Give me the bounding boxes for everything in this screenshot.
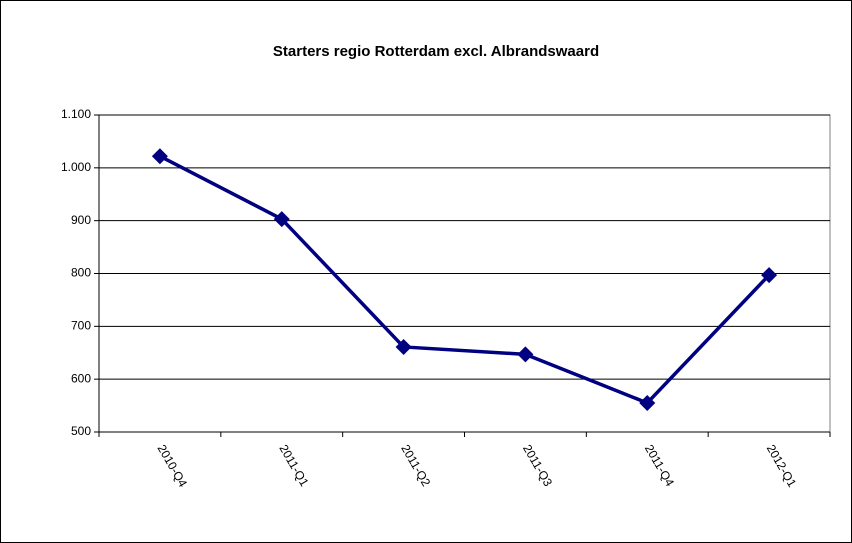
y-tick-label: 900 (71, 213, 91, 227)
data-line (159, 154, 771, 405)
y-tick-label: 800 (71, 266, 91, 280)
data-point (395, 338, 412, 355)
data-point (151, 148, 168, 165)
y-tick-label: 500 (71, 424, 91, 438)
data-point (639, 394, 656, 411)
y-tick-label: 600 (71, 371, 91, 385)
y-tick-label: 1.000 (61, 160, 91, 174)
y-tick-label: 700 (71, 319, 91, 333)
data-point (273, 211, 290, 228)
y-tick-label: 1.100 (61, 107, 91, 121)
chart-title: Starters regio Rotterdam excl. Albrandsw… (273, 43, 599, 60)
data-point (761, 267, 778, 284)
data-point (517, 346, 534, 363)
